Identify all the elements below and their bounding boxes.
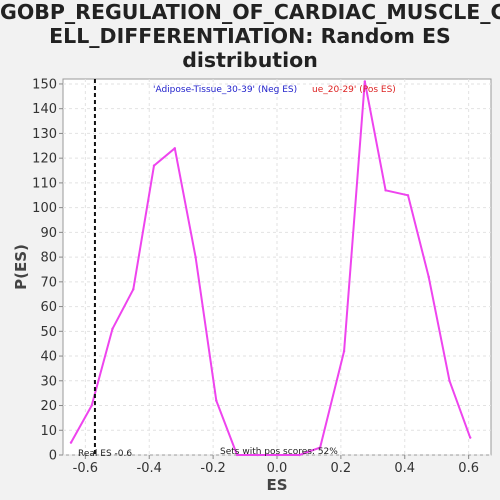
es-data-point	[427, 275, 430, 279]
es-data-point	[90, 404, 93, 407]
es-data-point	[342, 349, 346, 353]
es-data-point	[256, 453, 260, 457]
y-tick-label: 100	[32, 201, 57, 216]
y-axis-title: P(ES)	[12, 244, 30, 290]
y-tick-label: 80	[40, 251, 57, 266]
grid-lines	[63, 79, 491, 456]
es-data-point	[363, 80, 367, 83]
es-data-point	[298, 453, 301, 457]
es-data-point	[384, 189, 387, 192]
y-tick-label: 50	[40, 325, 57, 340]
chart-title-line-2: ELL_DIFFERENTIATION: Random ES	[49, 24, 451, 48]
real-es-label: Real ES -0.6	[78, 449, 132, 459]
es-data-point	[152, 164, 156, 167]
es-data-point	[132, 288, 135, 291]
es-data-point	[111, 327, 114, 331]
es-data-point	[469, 436, 472, 439]
es-data-point	[406, 194, 410, 197]
es-data-point	[318, 446, 322, 449]
pos-scores-note: Sets with pos scores: 52%	[220, 447, 338, 457]
x-tick-label: 0.4	[394, 461, 415, 476]
axis-ticks: 0 10 20 30 40 50 60 70 80 90 100 110 120 130 140 150 -0.…	[32, 77, 479, 476]
series-layer	[69, 80, 472, 457]
y-tick-label: 0	[49, 449, 57, 464]
chart-title-line-3: distribution	[182, 48, 318, 72]
y-tick-label: 130	[32, 127, 57, 142]
es-data-point	[173, 147, 176, 150]
y-tick-label: 10	[40, 424, 57, 439]
y-tick-label: 40	[40, 350, 57, 365]
es-data-point	[448, 379, 451, 382]
chart-title-line-1: GOBP_REGULATION_OF_CARDIAC_MUSCLE_C	[0, 0, 500, 24]
es-data-point	[69, 441, 73, 444]
es-data-point	[235, 453, 239, 457]
es-data-point	[277, 453, 280, 457]
chart-title: GOBP_REGULATION_OF_CARDIAC_MUSCLE_C ELL_…	[0, 0, 500, 72]
y-tick-label: 140	[32, 102, 57, 117]
x-tick-label: -0.6	[73, 461, 98, 476]
y-tick-label: 120	[32, 152, 57, 167]
y-tick-label: 70	[40, 275, 57, 290]
x-axis-title: ES	[266, 476, 287, 494]
y-tick-label: 90	[40, 226, 57, 241]
y-tick-label: 20	[40, 399, 57, 414]
x-tick-label: 0.0	[267, 461, 288, 476]
es-distribution-line	[70, 80, 472, 456]
x-tick-label: 0.2	[331, 461, 352, 476]
y-tick-label: 150	[32, 77, 57, 92]
legend-pos-es: ue_20-29' (Pos ES)	[312, 85, 396, 95]
legend-neg-es: 'Adipose-Tissue_30-39' (Neg ES)	[153, 85, 297, 95]
es-data-point	[194, 255, 197, 259]
y-tick-label: 60	[40, 300, 57, 315]
x-tick-label: 0.6	[458, 461, 479, 476]
x-tick-label: -0.4	[137, 461, 162, 476]
y-tick-label: 110	[32, 176, 57, 191]
x-tick-label: -0.2	[200, 461, 225, 476]
y-tick-label: 30	[40, 374, 57, 389]
es-data-point	[215, 399, 218, 402]
